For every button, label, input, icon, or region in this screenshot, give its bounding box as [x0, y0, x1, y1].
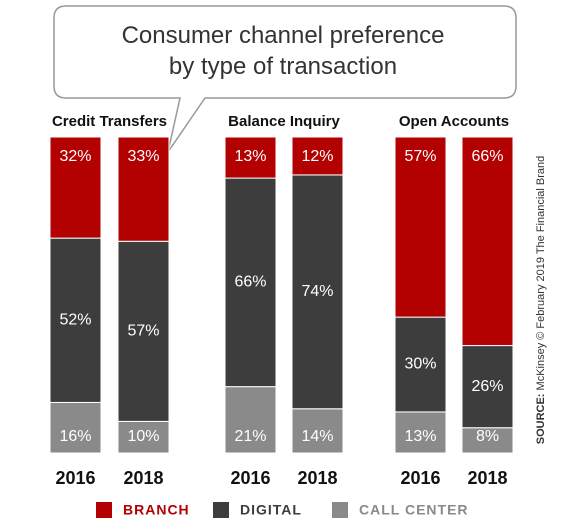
bar-segment	[291, 136, 344, 176]
bar-segment	[394, 411, 447, 454]
value-label: 8%	[476, 428, 499, 445]
value-label: 13%	[234, 148, 266, 165]
speech-bubble	[53, 5, 517, 153]
x-tick-label: 2018	[297, 468, 337, 488]
value-label: 32%	[59, 148, 91, 165]
bar-segment	[49, 237, 102, 403]
bar-segment	[224, 177, 277, 388]
x-tick-label: 2018	[467, 468, 507, 488]
legend-label: DIGITAL	[240, 502, 302, 518]
value-label: 66%	[471, 148, 503, 165]
value-label: 74%	[301, 283, 333, 300]
chart-title: Consumer channel preference by type of t…	[121, 22, 445, 80]
legend-swatch	[213, 502, 229, 518]
x-tick-label: 2016	[230, 468, 270, 488]
value-label: 33%	[127, 148, 159, 165]
x-tick-label: 2016	[400, 468, 440, 488]
x-tick-label: 2018	[123, 468, 163, 488]
bar-segment	[117, 420, 170, 454]
value-label: 12%	[301, 148, 333, 165]
value-label: 57%	[404, 148, 436, 165]
legend-label: CALL CENTER	[359, 502, 469, 518]
value-label: 14%	[301, 428, 333, 445]
bar-segment	[291, 174, 344, 410]
value-label: 13%	[404, 428, 436, 445]
value-label: 16%	[59, 428, 91, 445]
bar-segment	[291, 408, 344, 454]
value-label: 26%	[471, 378, 503, 395]
panel-title: Balance Inquiry	[228, 113, 340, 130]
source: SOURCE: McKinsey © February 2019 The Fin…	[535, 156, 547, 445]
bar-segment	[461, 427, 514, 454]
source-label: SOURCE:	[535, 394, 547, 445]
legend-swatch	[332, 502, 348, 518]
bar-segment	[224, 386, 277, 454]
value-label: 10%	[127, 428, 159, 445]
value-label: 30%	[404, 356, 436, 373]
legend-swatch	[96, 502, 112, 518]
bar-segment	[461, 136, 514, 347]
panel-title: Open Accounts	[399, 113, 509, 130]
bar-segment	[461, 345, 514, 429]
legend-label: BRANCH	[123, 502, 190, 518]
value-label: 57%	[127, 323, 159, 340]
bar-segment	[224, 136, 277, 179]
bar-segment	[117, 240, 170, 422]
panel-title: Credit Transfers	[52, 113, 167, 130]
bar-segment	[117, 136, 170, 242]
value-label: 52%	[59, 311, 91, 328]
value-label: 66%	[234, 274, 266, 291]
value-label: 21%	[234, 428, 266, 445]
bar-segment	[49, 136, 102, 239]
bar-segment	[394, 136, 447, 318]
source-text: McKinsey © February 2019 The Financial B…	[535, 156, 547, 391]
x-tick-label: 2016	[55, 468, 95, 488]
